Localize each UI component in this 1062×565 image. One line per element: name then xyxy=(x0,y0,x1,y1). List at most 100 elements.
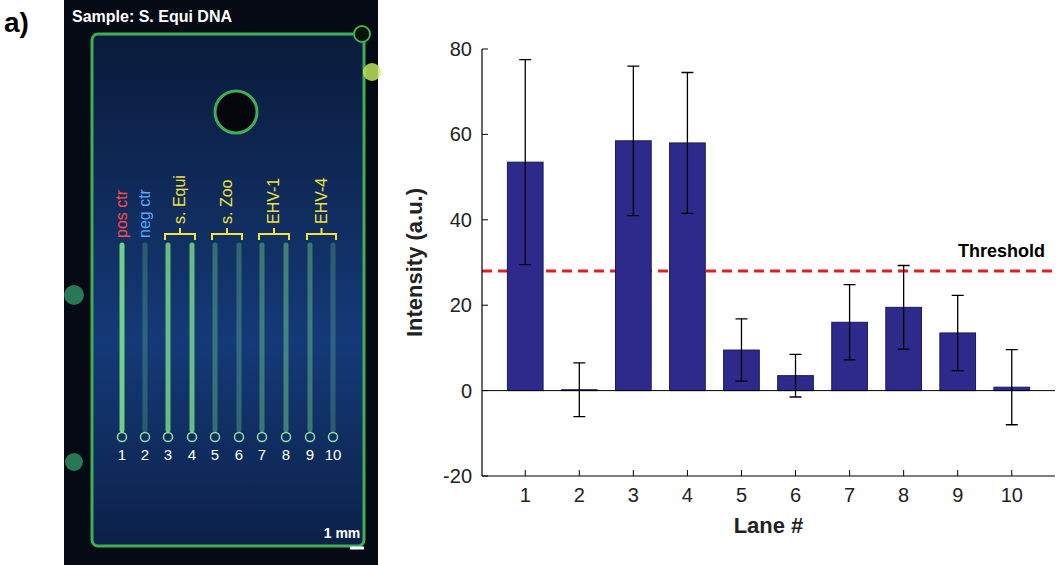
lane-number: 4 xyxy=(188,446,196,463)
chip xyxy=(92,34,364,546)
threshold-line xyxy=(482,270,1055,273)
error-bar xyxy=(681,72,693,213)
x-tick xyxy=(741,470,742,476)
error-bar xyxy=(844,285,856,360)
group-label: EHV-4 xyxy=(313,178,330,224)
error-bar xyxy=(898,265,910,349)
error-bar xyxy=(1006,350,1018,425)
error-bar xyxy=(952,295,964,370)
x-tick-label: 6 xyxy=(790,484,801,506)
lane xyxy=(331,245,336,430)
x-tick xyxy=(849,470,850,476)
y-tick xyxy=(482,305,488,306)
x-tick xyxy=(795,470,796,476)
lane xyxy=(120,245,125,430)
chip-port xyxy=(354,26,370,42)
group-bracket xyxy=(212,228,242,240)
lane-well xyxy=(141,433,150,442)
lane-number: 8 xyxy=(282,446,290,463)
y-tick-label: -20 xyxy=(443,465,472,487)
x-tick-label: 7 xyxy=(844,484,855,506)
glow xyxy=(65,453,83,471)
lane-number: 6 xyxy=(235,446,243,463)
lane xyxy=(260,245,265,430)
control-label: pos ctr xyxy=(113,189,130,238)
x-tick xyxy=(579,470,580,476)
panel-label: a) xyxy=(4,7,29,38)
y-axis-title: Intensity (a.u.) xyxy=(402,188,427,337)
error-bar xyxy=(627,66,639,215)
y-tick-label: 20 xyxy=(450,294,472,316)
y-tick-label: 80 xyxy=(450,38,472,60)
lane-well xyxy=(258,433,267,442)
y-tick-label: 0 xyxy=(461,380,472,402)
lane xyxy=(166,245,171,430)
group-label: EHV-1 xyxy=(265,178,282,224)
x-tick-label: 5 xyxy=(736,484,747,506)
y-tick-label: 60 xyxy=(450,123,472,145)
error-bar xyxy=(519,60,531,265)
x-tick-label: 8 xyxy=(898,484,909,506)
y-tick xyxy=(482,476,488,477)
scale-bar xyxy=(350,547,364,550)
chip-port xyxy=(215,91,257,133)
y-tick xyxy=(482,219,488,220)
x-tick-label: 9 xyxy=(952,484,963,506)
lane-well xyxy=(306,433,315,442)
lane-well xyxy=(188,433,197,442)
y-tick-label: 40 xyxy=(450,209,472,231)
lane-well xyxy=(329,433,338,442)
lane xyxy=(237,245,242,430)
y-tick xyxy=(482,134,488,135)
control-label: neg ctr xyxy=(136,188,153,238)
lane-well xyxy=(282,433,291,442)
x-tick xyxy=(687,470,688,476)
lane-number: 2 xyxy=(141,446,149,463)
zero-line xyxy=(482,390,1055,391)
lane xyxy=(213,245,218,430)
group-bracket xyxy=(259,228,289,240)
x-tick xyxy=(525,470,526,476)
lane xyxy=(284,245,289,430)
lane xyxy=(190,245,195,430)
lane-number: 9 xyxy=(306,446,314,463)
x-tick xyxy=(1011,470,1012,476)
threshold-label: Threshold xyxy=(958,241,1045,261)
lane-well xyxy=(211,433,220,442)
bars xyxy=(507,60,1029,425)
x-tick-label: 2 xyxy=(574,484,585,506)
lane-number: 3 xyxy=(164,446,172,463)
photo-background xyxy=(64,0,378,565)
x-axis-title: Lane # xyxy=(734,513,804,538)
lane-well xyxy=(118,433,127,442)
group-label: s. Zoo xyxy=(218,179,235,224)
x-tick-label: 4 xyxy=(682,484,693,506)
lane-well xyxy=(235,433,244,442)
y-tick xyxy=(482,49,488,50)
lane-number: 1 xyxy=(118,446,126,463)
x-tick xyxy=(957,470,958,476)
glow xyxy=(64,285,84,305)
lane xyxy=(308,245,313,430)
lane-number: 7 xyxy=(258,446,266,463)
group-label: s. Equi xyxy=(171,175,188,224)
lane-number: 5 xyxy=(211,446,219,463)
lane xyxy=(143,245,148,430)
lane-number: 10 xyxy=(325,446,342,463)
x-tick-label: 10 xyxy=(1001,484,1023,506)
figure: a)12345678910Sample: S. Equi DNApos ctrn… xyxy=(0,0,1062,565)
group-bracket xyxy=(165,228,195,240)
scale-bar-label: 1 mm xyxy=(324,525,361,541)
error-bar xyxy=(573,363,585,417)
glow xyxy=(363,63,381,81)
x-tick-label: 3 xyxy=(628,484,639,506)
error-bar xyxy=(735,319,747,381)
x-tick xyxy=(633,470,634,476)
photo-title: Sample: S. Equi DNA xyxy=(72,8,232,25)
y-axis xyxy=(481,49,482,476)
x-tick-label: 1 xyxy=(520,484,531,506)
x-axis xyxy=(482,475,1055,476)
group-bracket xyxy=(307,228,336,240)
lane-well xyxy=(164,433,173,442)
x-tick xyxy=(903,470,904,476)
